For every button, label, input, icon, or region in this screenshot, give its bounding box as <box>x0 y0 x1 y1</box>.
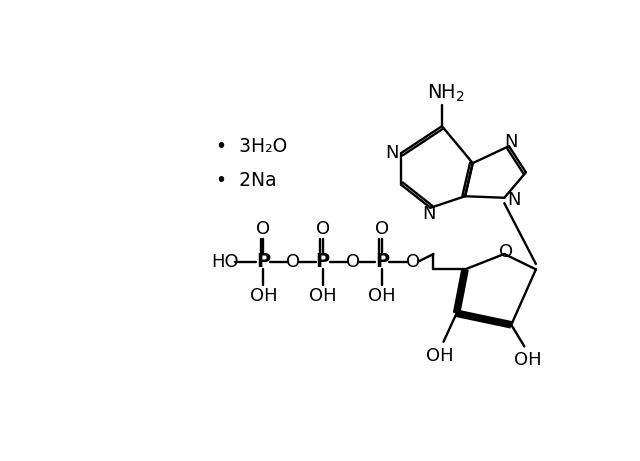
Text: O: O <box>346 253 360 271</box>
Text: P: P <box>316 252 330 271</box>
Text: O: O <box>375 220 389 238</box>
Text: P: P <box>256 252 270 271</box>
Text: OH: OH <box>368 287 396 305</box>
Text: OH: OH <box>308 287 337 305</box>
Text: OH: OH <box>426 347 454 365</box>
Text: HO: HO <box>211 253 239 271</box>
Text: •  2Na: • 2Na <box>216 171 277 190</box>
Text: O: O <box>316 220 330 238</box>
Text: NH$_2$: NH$_2$ <box>427 83 465 105</box>
Text: P: P <box>375 252 389 271</box>
Text: O: O <box>499 243 513 261</box>
Text: N: N <box>422 205 436 223</box>
Text: OH: OH <box>515 351 542 369</box>
Text: •  3H₂O: • 3H₂O <box>216 136 287 156</box>
Text: O: O <box>406 253 420 271</box>
Text: O: O <box>256 220 270 238</box>
Text: N: N <box>385 144 399 162</box>
Text: N: N <box>507 191 520 209</box>
Text: N: N <box>504 133 518 151</box>
Text: OH: OH <box>250 287 277 305</box>
Text: O: O <box>286 253 300 271</box>
